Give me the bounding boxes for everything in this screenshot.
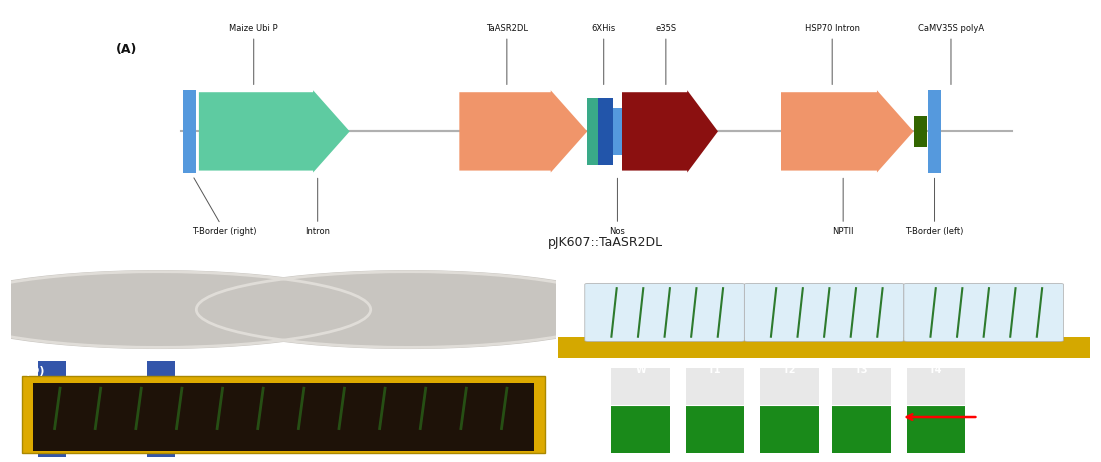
Bar bbox=[611, 405, 669, 453]
Bar bbox=[928, 90, 941, 172]
Bar bbox=[148, 361, 174, 457]
Text: Intron: Intron bbox=[305, 178, 330, 236]
Text: HSP70 Intron: HSP70 Intron bbox=[805, 24, 860, 85]
Text: (C): (C) bbox=[571, 266, 590, 276]
Text: Nos: Nos bbox=[610, 178, 625, 236]
Bar bbox=[39, 361, 66, 457]
FancyBboxPatch shape bbox=[585, 283, 744, 341]
Text: T-Border (right): T-Border (right) bbox=[193, 178, 257, 236]
FancyArrow shape bbox=[781, 90, 914, 172]
FancyBboxPatch shape bbox=[904, 283, 1064, 341]
Bar bbox=[761, 368, 819, 405]
Bar bbox=[832, 405, 891, 453]
Text: (A): (A) bbox=[116, 43, 137, 56]
Text: CaMV35S polyA: CaMV35S polyA bbox=[918, 24, 984, 85]
Text: (B): (B) bbox=[24, 266, 43, 276]
Bar bbox=[906, 405, 964, 453]
FancyBboxPatch shape bbox=[744, 283, 904, 341]
Text: e35S: e35S bbox=[655, 24, 676, 85]
FancyArrow shape bbox=[199, 90, 350, 172]
FancyArrow shape bbox=[622, 90, 718, 172]
Text: pJK607::TaASR2DL: pJK607::TaASR2DL bbox=[548, 236, 663, 249]
Bar bbox=[832, 368, 891, 405]
Bar bbox=[184, 90, 196, 172]
Text: Maize Ubi P: Maize Ubi P bbox=[229, 24, 279, 85]
Text: T3: T3 bbox=[854, 365, 868, 375]
Bar bbox=[587, 98, 598, 164]
Text: TaASR2DL: TaASR2DL bbox=[486, 24, 527, 85]
Text: (D): (D) bbox=[24, 366, 44, 376]
Bar bbox=[33, 383, 534, 450]
Bar bbox=[613, 108, 622, 155]
Text: W: W bbox=[635, 365, 646, 375]
Bar bbox=[915, 116, 927, 147]
Text: T4: T4 bbox=[929, 365, 942, 375]
Bar bbox=[22, 376, 545, 453]
Bar bbox=[598, 98, 613, 164]
Text: NPTII: NPTII bbox=[832, 178, 854, 236]
Text: (E): (E) bbox=[571, 366, 589, 376]
Text: 6XHis: 6XHis bbox=[591, 24, 615, 85]
Text: T-Border (left): T-Border (left) bbox=[905, 178, 963, 236]
Circle shape bbox=[0, 271, 377, 348]
Circle shape bbox=[190, 271, 626, 348]
Bar bbox=[611, 368, 669, 405]
Bar bbox=[686, 368, 744, 405]
Bar bbox=[686, 405, 744, 453]
Bar bbox=[906, 368, 964, 405]
Bar bbox=[558, 337, 1090, 358]
Text: T2: T2 bbox=[783, 365, 796, 375]
FancyArrow shape bbox=[459, 90, 587, 172]
Bar bbox=[761, 405, 819, 453]
Text: T1: T1 bbox=[708, 365, 722, 375]
